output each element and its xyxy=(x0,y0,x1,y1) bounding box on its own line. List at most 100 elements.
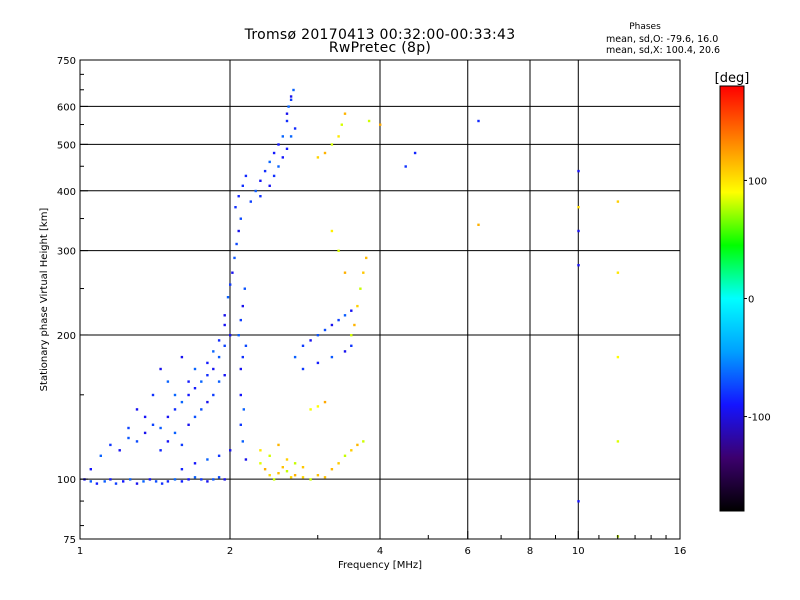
data-point-o xyxy=(217,380,221,383)
data-point-o xyxy=(289,98,293,101)
data-point-o xyxy=(159,449,162,452)
data-point-o xyxy=(103,480,106,483)
data-point-x xyxy=(616,271,620,274)
colorbar-tick-label: 0 xyxy=(748,295,754,306)
data-point-o xyxy=(187,478,190,481)
data-point-x xyxy=(330,229,334,233)
data-point-x xyxy=(293,462,297,465)
data-point-o xyxy=(180,468,184,471)
data-point-o xyxy=(259,179,262,182)
data-point-o xyxy=(193,367,197,371)
data-point-x xyxy=(343,112,347,115)
data-point-o xyxy=(254,189,257,193)
legend-title: Phases xyxy=(629,22,661,32)
data-point-o xyxy=(301,344,305,347)
data-point-o xyxy=(233,256,236,260)
data-point-o xyxy=(244,344,248,347)
x-tick-label: 10 xyxy=(572,546,585,557)
data-point-o xyxy=(293,127,297,130)
data-point-o xyxy=(160,482,164,485)
y-tick-label: 100 xyxy=(57,475,76,486)
data-point-x xyxy=(316,156,320,159)
data-point-o xyxy=(577,229,580,233)
data-point-x xyxy=(477,223,480,226)
colorbar-tick-label: -100 xyxy=(748,413,771,424)
data-point-o xyxy=(173,431,177,435)
data-point-x xyxy=(577,206,580,209)
data-point-x xyxy=(337,135,340,138)
data-point-x xyxy=(293,474,297,477)
data-point-o xyxy=(206,374,209,377)
data-point-o xyxy=(234,206,237,209)
data-point-o xyxy=(237,229,240,233)
data-point-x xyxy=(263,468,267,471)
data-point-o xyxy=(212,367,215,371)
data-point-o xyxy=(229,334,232,337)
data-point-o xyxy=(350,309,353,312)
data-point-o xyxy=(206,361,209,365)
data-point-o xyxy=(200,408,203,411)
data-point-o xyxy=(223,323,226,327)
data-point-o xyxy=(281,135,284,138)
data-point-o xyxy=(166,380,170,383)
chart-title-line2: RwPretec (8p) xyxy=(328,40,432,56)
data-point-x xyxy=(365,256,368,260)
data-point-x xyxy=(285,458,289,461)
data-point-x xyxy=(616,200,620,203)
data-point-o xyxy=(217,355,221,359)
data-point-o xyxy=(277,143,280,146)
data-point-o xyxy=(292,88,295,92)
data-point-o xyxy=(237,195,240,198)
data-point-o xyxy=(285,112,289,115)
data-point-o xyxy=(135,440,139,443)
data-point-x xyxy=(367,119,371,123)
data-point-x xyxy=(353,323,356,327)
data-point-o xyxy=(187,423,190,426)
data-point-o xyxy=(212,350,215,353)
data-point-o xyxy=(206,400,209,404)
data-point-x xyxy=(309,408,312,411)
data-point-o xyxy=(277,165,280,168)
data-point-o xyxy=(404,165,407,168)
data-point-x xyxy=(268,454,271,457)
data-point-o xyxy=(109,443,112,447)
data-point-o xyxy=(151,423,155,426)
data-point-x xyxy=(343,271,347,274)
data-point-o xyxy=(337,318,340,322)
y-tick-label: 600 xyxy=(57,102,76,113)
data-point-o xyxy=(287,105,290,108)
data-point-o xyxy=(343,350,347,353)
colorbar: [deg] 100 0 -100 xyxy=(715,71,771,512)
data-point-x xyxy=(259,462,262,465)
data-point-o xyxy=(142,480,145,483)
data-point-x xyxy=(323,400,327,404)
data-point-o xyxy=(193,387,197,390)
data-point-o xyxy=(159,426,162,430)
data-point-o xyxy=(159,367,162,371)
data-point-x xyxy=(356,304,359,308)
data-point-x xyxy=(272,478,276,481)
data-point-o xyxy=(241,304,244,308)
data-point-o xyxy=(477,119,480,123)
data-point-o xyxy=(235,242,238,246)
data-point-x xyxy=(362,440,365,443)
x-tick-label: 6 xyxy=(465,546,471,557)
axis-ticks: 1 2 4 6 8 10 16 75 100 200 300 400 500 600 750 xyxy=(57,56,686,557)
data-point-o xyxy=(166,440,170,443)
data-point-o xyxy=(180,480,184,483)
data-point-o xyxy=(193,415,197,419)
data-point-o xyxy=(187,380,190,383)
data-point-o xyxy=(263,169,267,173)
data-point-o xyxy=(577,169,580,173)
data-point-o xyxy=(239,393,242,397)
legend-stats-o: mean, sd,O: -79.6, 16.0 xyxy=(606,34,719,45)
data-point-o xyxy=(206,480,209,483)
data-point-o xyxy=(229,449,232,452)
data-point-x xyxy=(316,405,320,408)
data-point-o xyxy=(118,449,121,452)
data-point-o xyxy=(229,283,232,286)
colorbar-tick-label: 100 xyxy=(748,176,767,187)
data-point-x xyxy=(289,476,293,479)
data-point-o xyxy=(350,344,353,347)
